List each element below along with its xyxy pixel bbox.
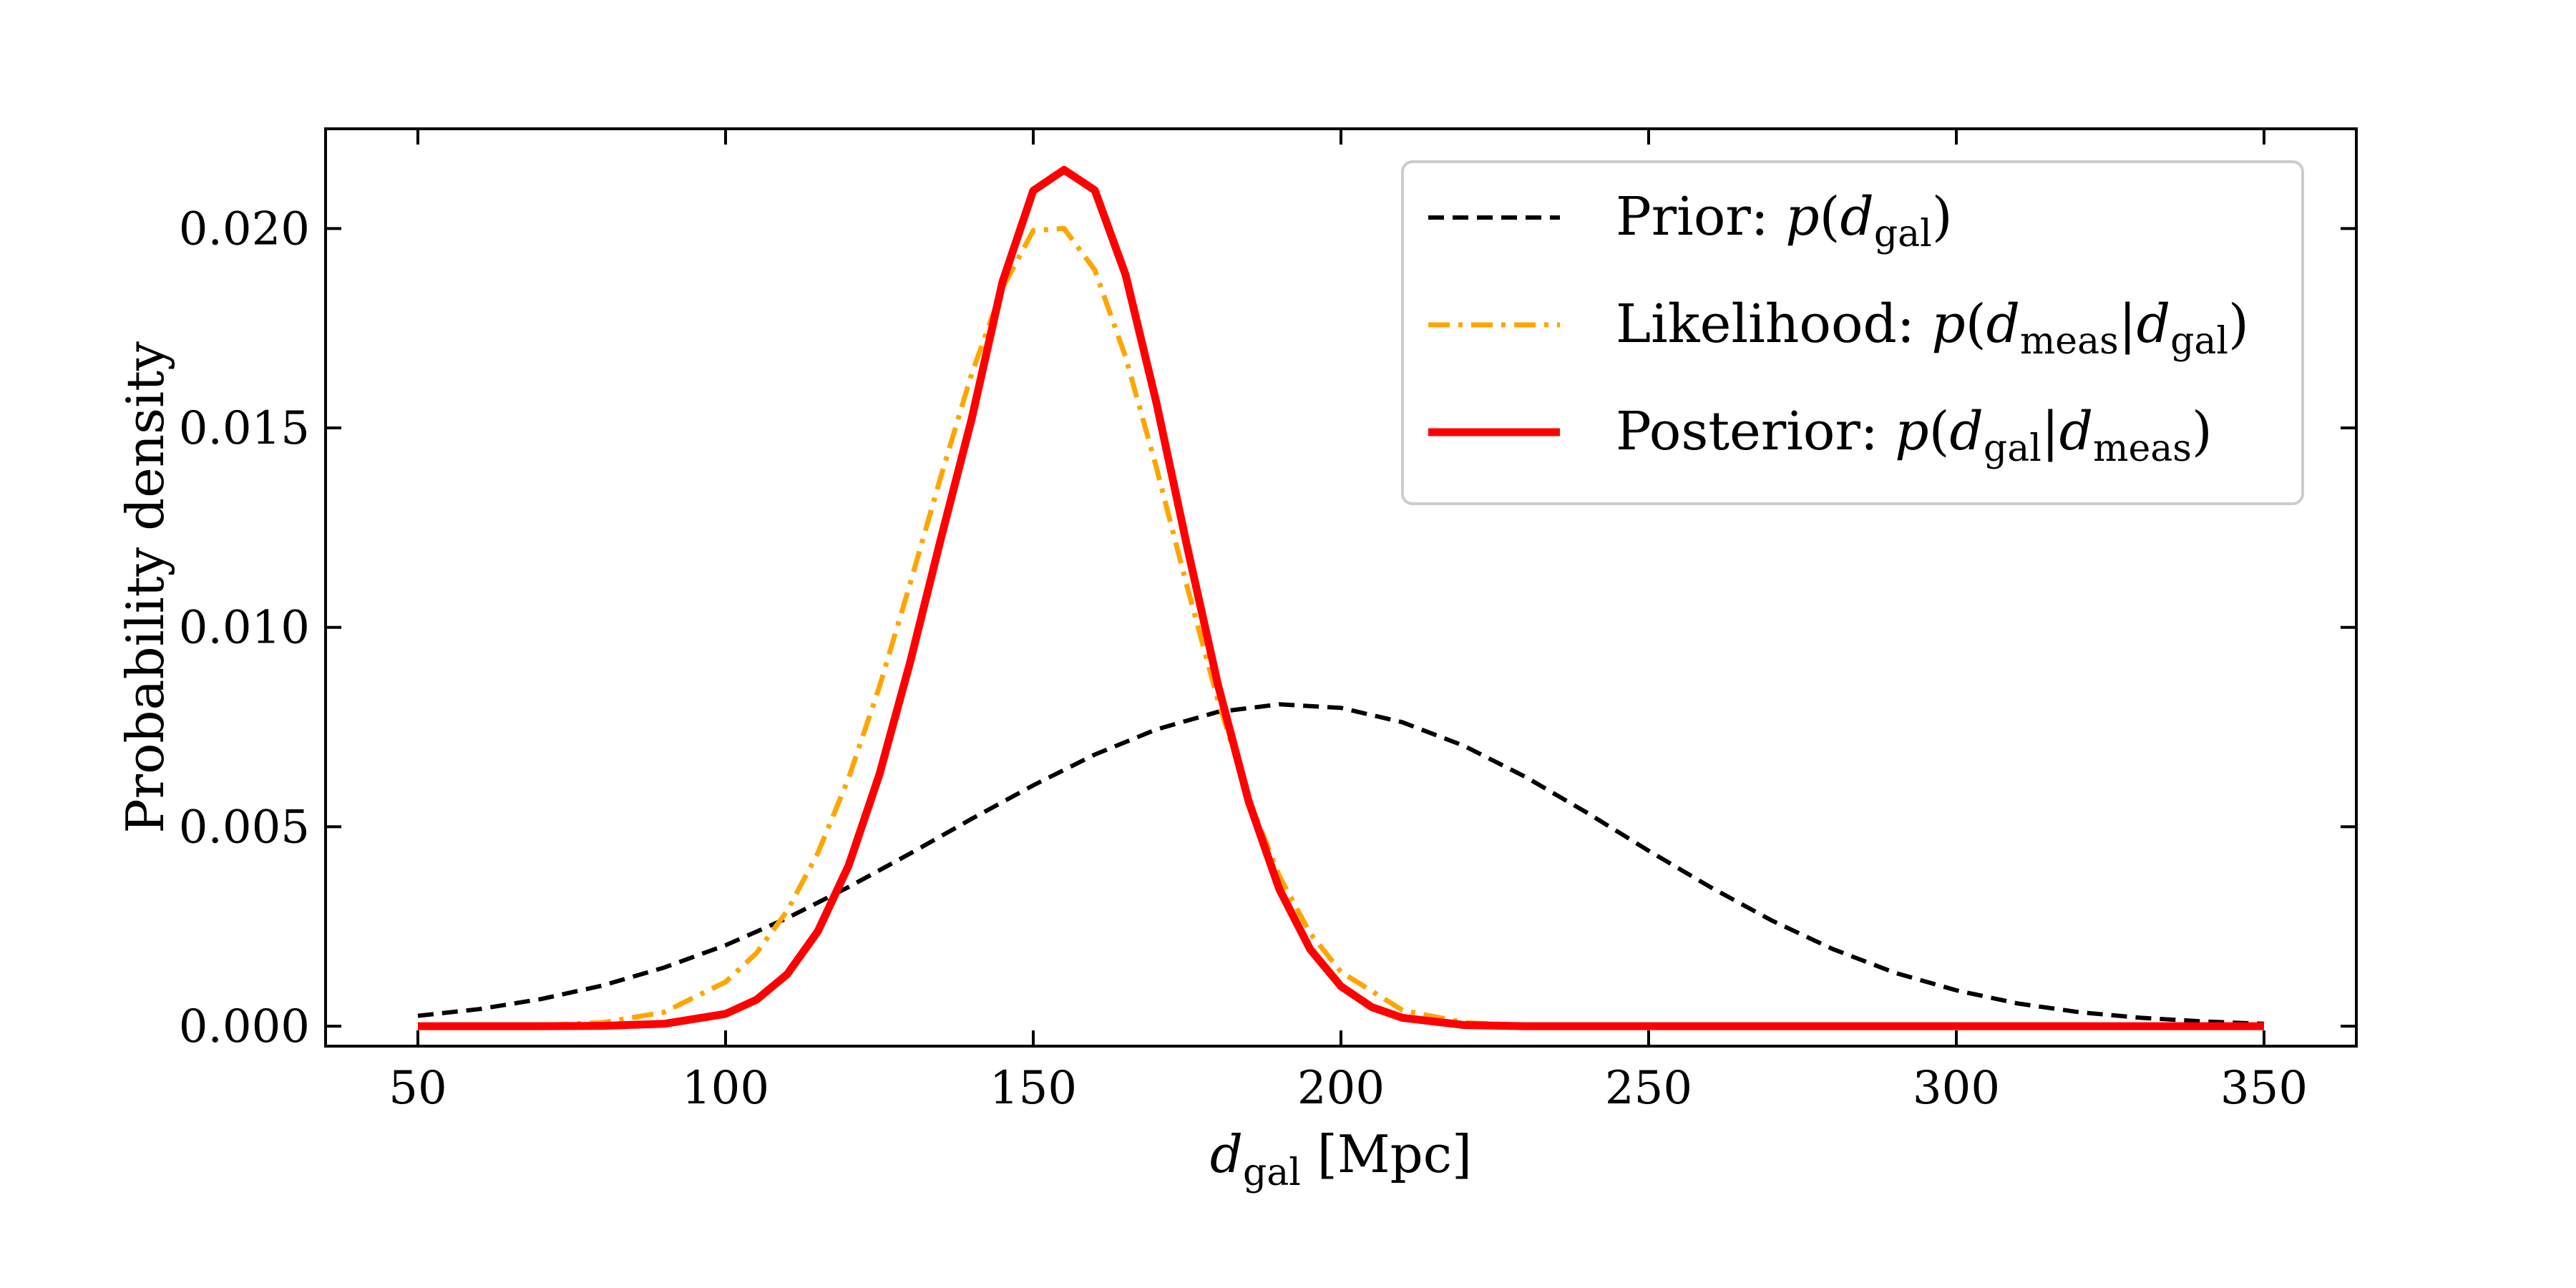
x-tick-label: 300 [1913, 1062, 2000, 1115]
y-axis-title: Probability density [115, 341, 175, 834]
series-group [417, 165, 2265, 1030]
y-axis: 0.000 0.005 0.010 0.015 0.020 [179, 203, 2356, 1053]
x-axis-title: dgal [Mpc] [1210, 1124, 1472, 1194]
y-tick-label: 0.020 [179, 203, 310, 255]
series-2-line [418, 165, 2264, 1030]
series-0-line [417, 702, 2265, 1026]
y-tick-label: 0.010 [179, 602, 310, 655]
x-tick-label: 350 [2220, 1062, 2308, 1115]
y-tick-label: 0.000 [179, 1000, 310, 1053]
series-1-line [418, 225, 2264, 1029]
x-tick-label: 100 [682, 1062, 769, 1115]
x-axis: 50 100 150 200 250 300 350 [389, 129, 2308, 1115]
y-tick-label: 0.005 [179, 801, 310, 854]
legend-label: Posterior: p(dgal​|dmeas​) [1616, 401, 2212, 470]
x-tick-label: 50 [389, 1062, 447, 1115]
x-tick-label: 250 [1605, 1062, 1692, 1115]
legend: Prior: p(dgal​) Likelihood: p(dmeas​|dgal… [1401, 160, 2304, 505]
x-tick-label: 150 [990, 1062, 1077, 1115]
x-tick-label: 200 [1297, 1062, 1385, 1115]
legend-box [1401, 160, 2304, 505]
legend-label: Likelihood: p(dmeas​|dgal​) [1616, 293, 2249, 363]
legend-label: Prior: p(dgal​) [1616, 186, 1953, 255]
y-tick-label: 0.015 [179, 402, 310, 455]
